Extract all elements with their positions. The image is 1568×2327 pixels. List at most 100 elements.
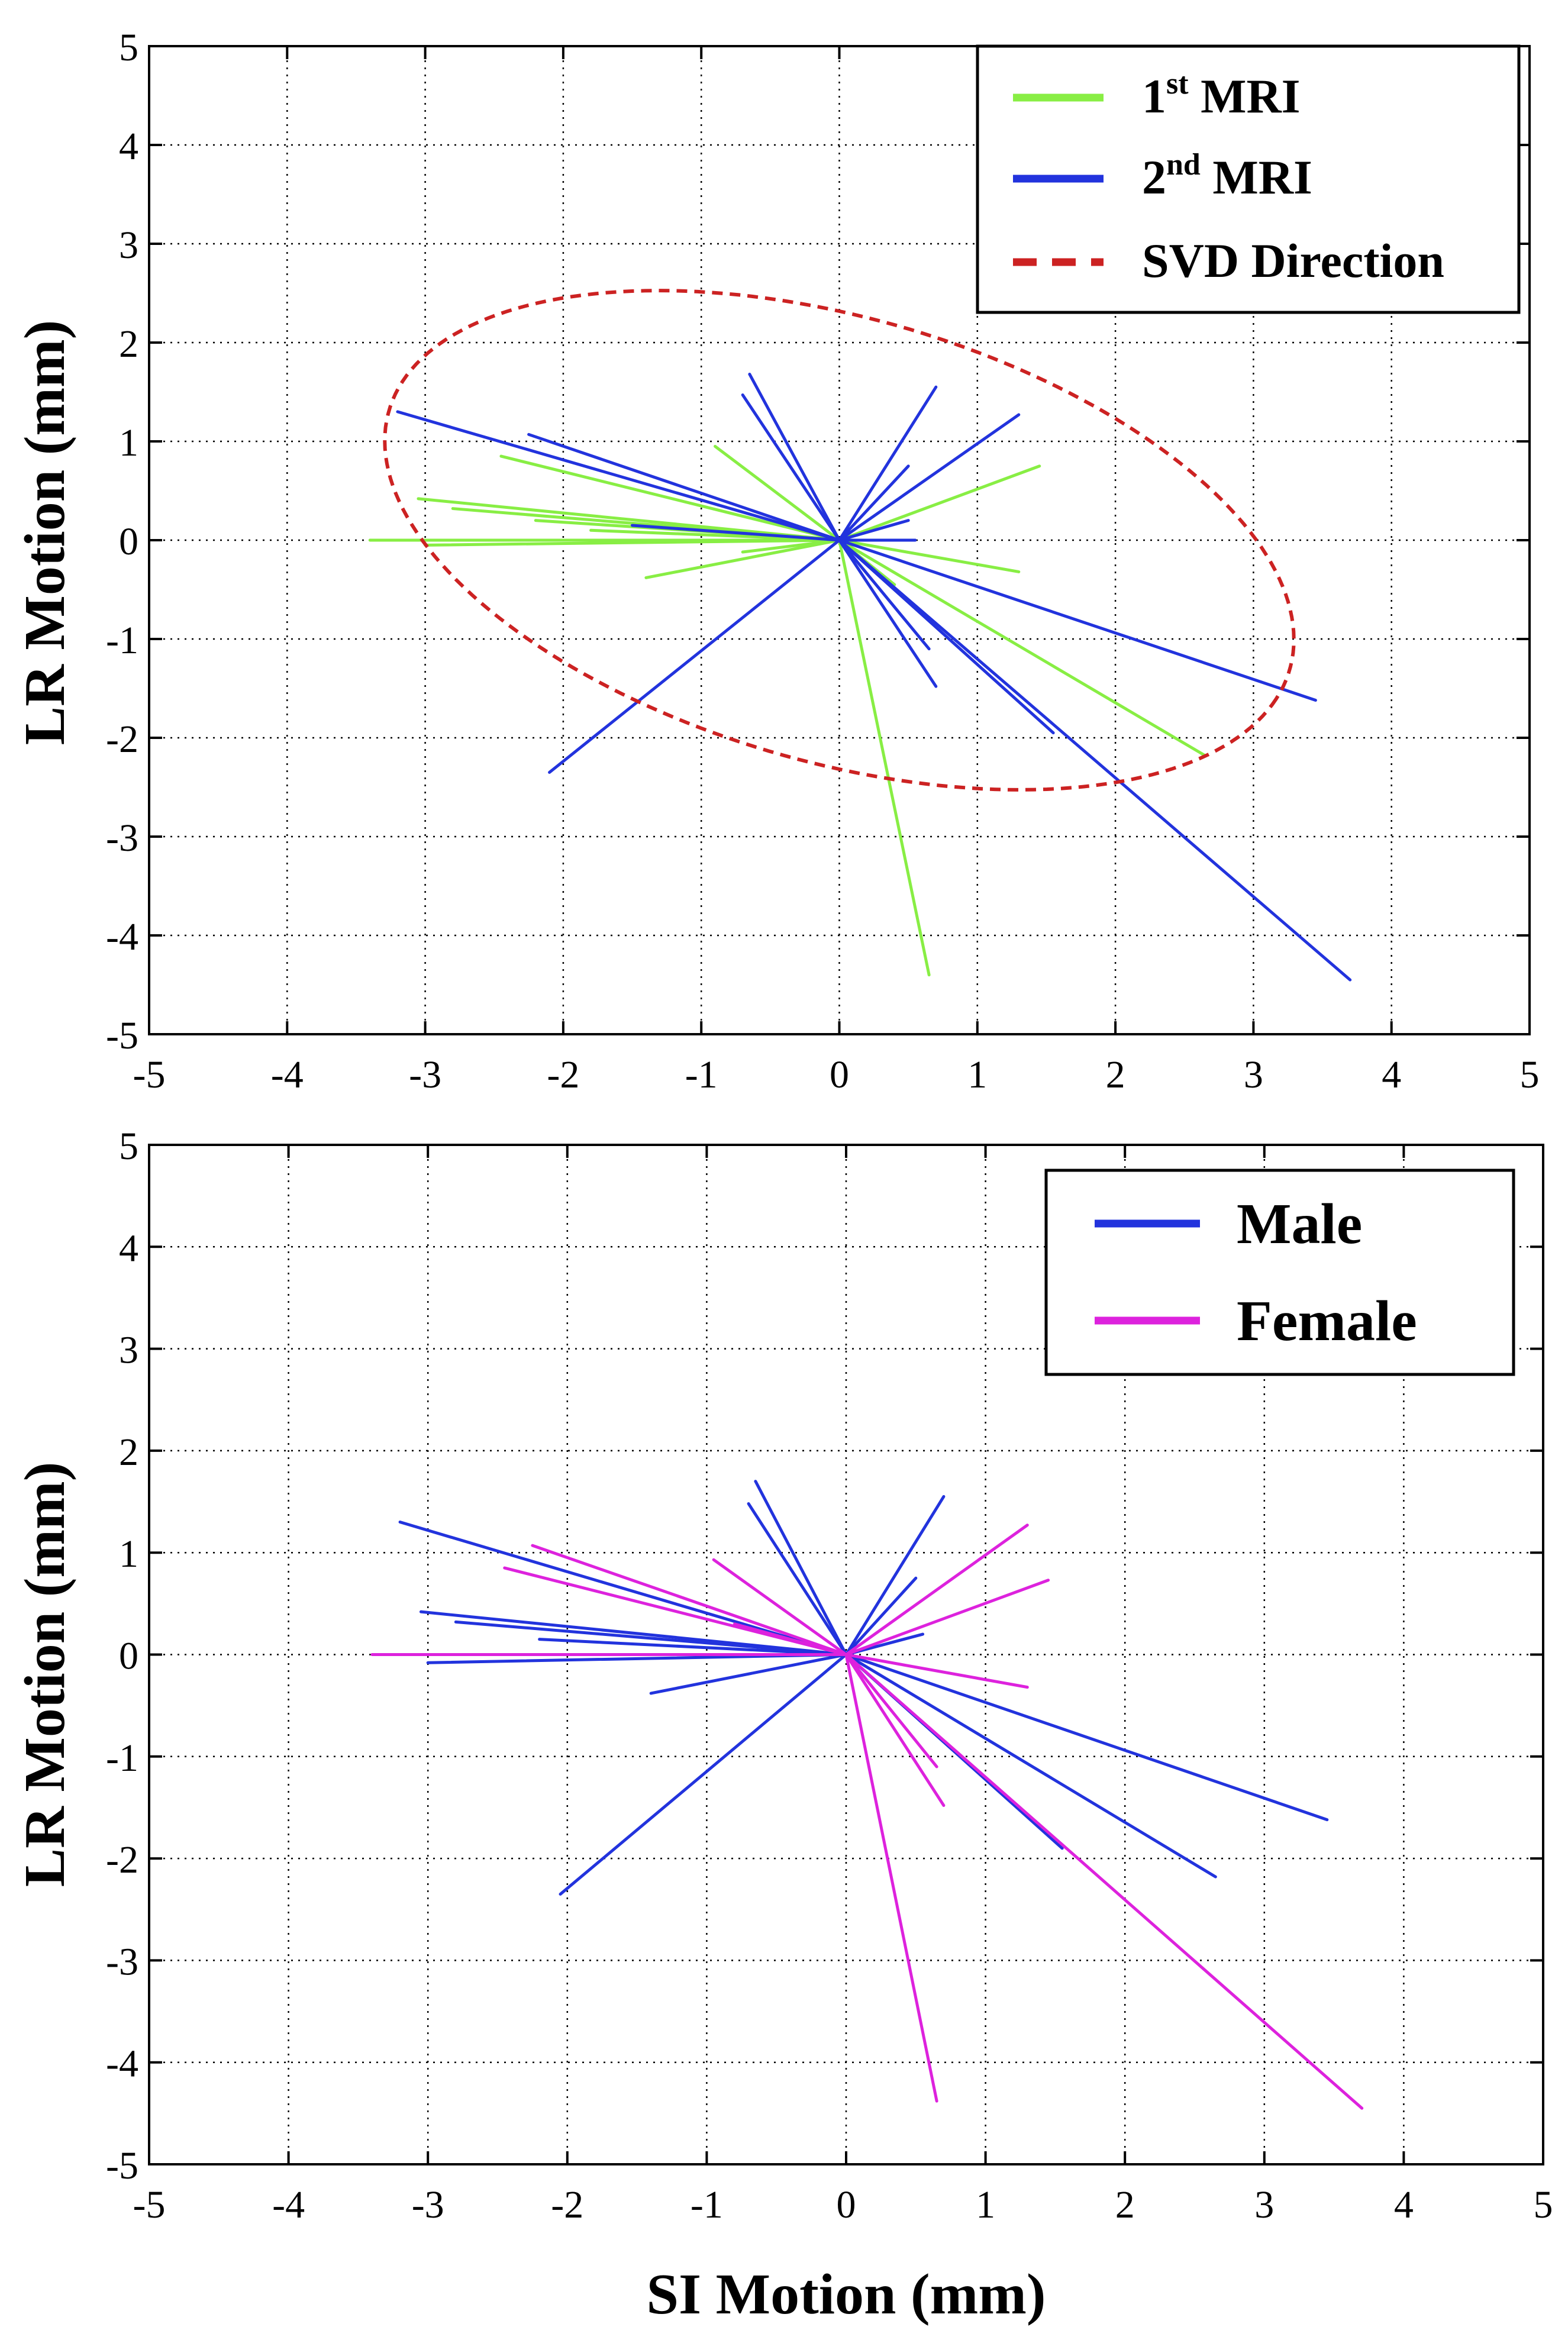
top-x-tick-label: 3 <box>1244 1053 1263 1096</box>
top-x-tick-label: -3 <box>409 1053 441 1096</box>
top-x-tick-label: -1 <box>685 1053 718 1096</box>
top-y-axis-label: LR Motion (mm) <box>13 320 77 745</box>
bottom-x-tick-label: -4 <box>272 2183 305 2226</box>
top-panel: -5 -4 -3 -2 -1 0 1 2 3 4 5 -5 -4 -3 -2 -1 0 1 2 3 4 5 LR Moti… <box>13 26 1540 1096</box>
bottom-y-tick-label: 3 <box>119 1329 138 1372</box>
top-1st-mri-segment <box>838 464 1041 542</box>
bottom-male-segment <box>538 1638 848 1656</box>
top-1st-mri-segment <box>741 538 841 554</box>
bottom-x-tick-label: 5 <box>1534 2183 1553 2226</box>
bottom-x-tick-label: 0 <box>837 2183 856 2226</box>
bottom-male-segment <box>844 1495 946 1656</box>
bottom-female-segment <box>531 1544 848 1656</box>
top-x-tick-label: 0 <box>830 1053 849 1096</box>
bottom-male-segment <box>559 1653 848 1896</box>
top-plot-frame <box>148 45 1531 1035</box>
bottom-male-segment <box>844 1653 1329 1822</box>
bottom-x-tick-label: -1 <box>691 2183 723 2226</box>
bottom-y-tick-label: 4 <box>119 1227 138 1270</box>
bottom-panel: -5 -4 -3 -2 -1 0 1 2 3 4 5 -5 -4 -3 -2 -1 0 1 2 3 4 5 LR Moti… <box>13 1125 1553 2326</box>
bottom-male-segment <box>844 1653 1217 1879</box>
top-tick-labels: -5 -4 -3 -2 -1 0 1 2 3 4 5 -5 -4 -3 -2 -1 0 1 2 3 4 5 <box>106 26 1539 1096</box>
bottom-male-segment <box>649 1653 848 1695</box>
top-2nd-mri-segment <box>838 413 1021 542</box>
top-2nd-mri-segment <box>838 464 910 542</box>
bottom-y-tick-label: -5 <box>106 2144 138 2187</box>
top-y-tick-label: 5 <box>119 26 138 69</box>
bottom-male-segment <box>844 1576 918 1656</box>
bottom-female-segment <box>844 1653 946 1808</box>
bottom-y-tick-label: -4 <box>106 2042 138 2086</box>
top-y-tick-label: 4 <box>119 125 138 168</box>
bottom-legend-box <box>1044 1169 1515 1376</box>
top-2nd-mri-segment <box>838 538 1055 735</box>
legend-label-male: Male <box>1237 1192 1362 1256</box>
top-1st-mri-segment <box>714 444 841 542</box>
bottom-x-tick-label: 3 <box>1254 2183 1274 2226</box>
bottom-female-segment <box>844 1653 1364 2110</box>
top-svd-direction-ellipse <box>383 289 1296 792</box>
top-2nd-mri-segment <box>838 519 910 542</box>
bottom-male-segment <box>754 1480 848 1656</box>
top-2nd-mri-segment <box>838 538 931 651</box>
bottom-plot-frame <box>148 1144 1544 2165</box>
bottom-y-tick-label: -1 <box>106 1737 138 1780</box>
top-legend: 1st MRI 2nd MRI SVD Direction <box>976 44 1521 314</box>
top-x-tick-label: -2 <box>547 1053 579 1096</box>
top-x-tick-label: 5 <box>1520 1053 1540 1096</box>
top-1st-mri-segment <box>838 538 931 977</box>
bottom-female-segment <box>733 1622 848 1656</box>
bottom-x-tick-label: -3 <box>412 2183 444 2226</box>
bottom-y-tick-label: 1 <box>119 1532 138 1576</box>
top-2nd-mri-segment <box>748 372 841 542</box>
top-1st-mri-segment <box>424 538 841 547</box>
bottom-x-tick-label: -5 <box>133 2183 166 2226</box>
bottom-male-segment <box>398 1521 848 1656</box>
top-y-tick-label: -4 <box>106 915 138 958</box>
top-x-tick-label: 2 <box>1106 1053 1125 1096</box>
top-2nd-mri-segment <box>548 538 841 774</box>
bottom-y-tick-label: 0 <box>119 1635 138 1678</box>
bottom-female-segment <box>844 1653 938 2103</box>
top-x-tick-label: -5 <box>133 1053 166 1096</box>
top-data-lines <box>368 289 1352 982</box>
bottom-female-segment <box>844 1524 1029 1656</box>
top-1st-mri-segment <box>644 538 841 579</box>
legend-label-1st-mri: 1st MRI <box>1142 67 1301 123</box>
top-2nd-mri-segment <box>838 538 1352 982</box>
top-y-tick-label: 1 <box>119 421 138 464</box>
top-x-tick-label: 1 <box>967 1053 987 1096</box>
bottom-x-tick-label: 1 <box>976 2183 995 2226</box>
bottom-x-tick-label: -2 <box>551 2183 583 2226</box>
bottom-data-lines <box>370 1480 1364 2110</box>
bottom-female-segment <box>844 1653 938 1768</box>
top-y-tick-label: 0 <box>119 520 138 563</box>
top-legend-box <box>976 44 1521 314</box>
legend-label-female: Female <box>1237 1289 1417 1353</box>
top-2nd-mri-segment <box>741 393 841 542</box>
legend-label-2nd-mri: 2nd MRI <box>1142 148 1312 204</box>
bottom-y-tick-label: -3 <box>106 1940 138 1983</box>
bottom-x-tick-label: 2 <box>1115 2183 1135 2226</box>
bottom-y-tick-label: 5 <box>119 1125 138 1168</box>
bottom-tick-labels: -5 -4 -3 -2 -1 0 1 2 3 4 5 -5 -4 -3 -2 -1 0 1 2 3 4 5 <box>106 1125 1553 2226</box>
top-2nd-mri-segment <box>838 385 938 542</box>
top-y-tick-label: -3 <box>106 816 138 860</box>
bottom-female-segment <box>844 1579 1050 1656</box>
top-y-tick-label: 3 <box>119 224 138 267</box>
top-2nd-mri-segment <box>396 410 841 542</box>
bottom-male-segment <box>454 1620 848 1656</box>
bottom-x-axis-label: SI Motion (mm) <box>646 2263 1046 2326</box>
bottom-y-tick-label: -2 <box>106 1838 138 1881</box>
bottom-female-segment <box>844 1653 1029 1689</box>
top-x-tick-label: 4 <box>1382 1053 1401 1096</box>
top-x-tick-label: -4 <box>271 1053 304 1096</box>
top-2nd-mri-segment <box>631 524 841 542</box>
bottom-y-tick-label: 2 <box>119 1431 138 1474</box>
top-y-tick-label: 2 <box>119 322 138 366</box>
top-1st-mri-segment <box>499 454 841 542</box>
legend-label-svd-direction: SVD Direction <box>1142 234 1444 288</box>
bottom-female-segment <box>712 1558 848 1656</box>
